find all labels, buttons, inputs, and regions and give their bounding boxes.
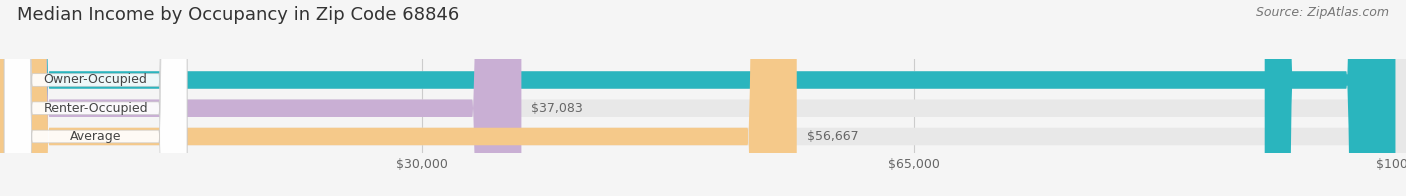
Text: $56,667: $56,667 [807, 130, 858, 143]
FancyBboxPatch shape [0, 0, 522, 196]
Text: $37,083: $37,083 [531, 102, 583, 115]
Text: Source: ZipAtlas.com: Source: ZipAtlas.com [1256, 6, 1389, 19]
FancyBboxPatch shape [4, 0, 187, 196]
Text: Owner-Occupied: Owner-Occupied [44, 74, 148, 86]
FancyBboxPatch shape [4, 0, 187, 196]
Text: Renter-Occupied: Renter-Occupied [44, 102, 148, 115]
FancyBboxPatch shape [1265, 0, 1385, 196]
FancyBboxPatch shape [0, 0, 797, 196]
FancyBboxPatch shape [4, 0, 187, 196]
Text: Average: Average [70, 130, 121, 143]
Text: Median Income by Occupancy in Zip Code 68846: Median Income by Occupancy in Zip Code 6… [17, 6, 460, 24]
